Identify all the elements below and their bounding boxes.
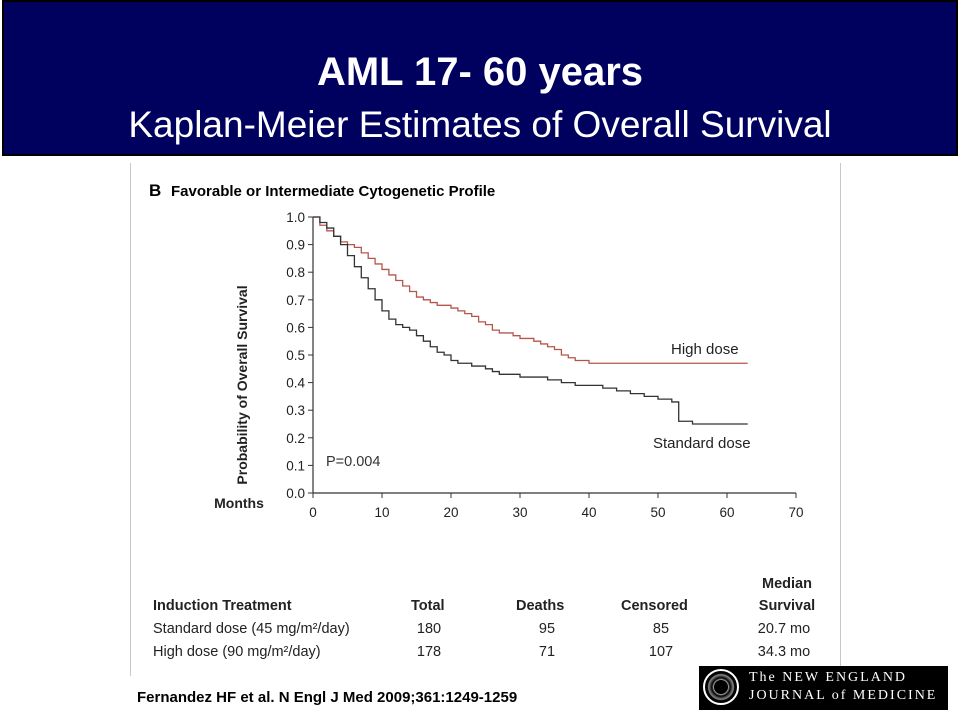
- table-header-median-line2: Survival: [759, 598, 815, 614]
- table-header-censored: Censored: [621, 598, 688, 614]
- y-tick-label: 0.3: [286, 403, 305, 418]
- table-row-high-censored: 107: [649, 644, 673, 660]
- y-tick-label: 0.5: [286, 348, 305, 363]
- logo-line2: JOURNAL of MEDICINE: [749, 688, 938, 703]
- series-label-standard-dose: Standard dose: [653, 435, 751, 452]
- table-row-standard-median: 20.7 mo: [758, 621, 810, 637]
- y-tick-label: 0.9: [286, 238, 305, 253]
- table-row-high-median: 34.3 mo: [758, 644, 810, 660]
- table-row-high-total: 178: [417, 644, 441, 660]
- table-row-high-treatment: High dose (90 mg/m²/day): [153, 644, 321, 660]
- table-header-median-line1: Median: [762, 576, 812, 592]
- chart-axes: 0.0 0.1 0.2 0.3 0.4 0.5 0.6 0.7 0.8 0.9 1.0 0 10 20 30…: [286, 210, 803, 520]
- table-row-standard-deaths: 95: [539, 621, 555, 637]
- table-header-deaths: Deaths: [516, 598, 564, 614]
- x-tick-label: 60: [719, 505, 734, 520]
- table-header-treatment: Induction Treatment: [153, 598, 292, 614]
- kaplan-meier-chart: B Favorable or Intermediate Cytogenetic …: [149, 181, 815, 660]
- y-tick-label: 0.2: [286, 431, 305, 446]
- summary-table: Induction Treatment Total Deaths Censore…: [153, 576, 815, 660]
- survival-curve-high-dose: [313, 216, 748, 364]
- x-tick-label: 0: [309, 505, 317, 520]
- journal-seal-icon: [703, 669, 739, 705]
- table-row-standard-total: 180: [417, 621, 441, 637]
- journal-logo: The NEW ENGLAND JOURNAL of MEDICINE: [699, 666, 948, 710]
- x-tick-label: 40: [581, 505, 596, 520]
- slide-subtitle: Kaplan-Meier Estimates of Overall Surviv…: [128, 104, 832, 145]
- chart-series: [313, 216, 748, 425]
- p-value-annotation: P=0.004: [326, 454, 380, 470]
- x-axis-label: Months: [214, 495, 264, 511]
- y-axis-label: Probability of Overall Survival: [234, 285, 250, 484]
- y-tick-label: 1.0: [286, 210, 305, 225]
- panel-letter: B: [149, 181, 161, 200]
- survival-figure: B Favorable or Intermediate Cytogenetic …: [130, 163, 841, 676]
- x-tick-label: 10: [374, 505, 389, 520]
- y-tick-label: 0.8: [286, 265, 305, 280]
- slide-header: AML 17- 60 years Kaplan-Meier Estimates …: [2, 0, 958, 156]
- table-row-high-deaths: 71: [539, 644, 555, 660]
- x-tick-label: 70: [788, 505, 803, 520]
- x-tick-label: 50: [650, 505, 665, 520]
- y-tick-label: 0.4: [286, 376, 305, 391]
- slide-title: AML 17- 60 years: [316, 50, 644, 94]
- panel-title: Favorable or Intermediate Cytogenetic Pr…: [171, 183, 495, 200]
- y-tick-label: 0.6: [286, 320, 305, 335]
- logo-line1: The NEW ENGLAND: [749, 670, 908, 685]
- table-row-standard-censored: 85: [653, 621, 669, 637]
- survival-curve-standard-dose: [313, 216, 748, 425]
- table-header-total: Total: [411, 598, 445, 614]
- x-tick-label: 30: [512, 505, 527, 520]
- y-tick-label: 0.7: [286, 293, 305, 308]
- table-row-standard-treatment: Standard dose (45 mg/m²/day): [153, 621, 350, 637]
- series-label-high-dose: High dose: [671, 341, 739, 358]
- citation: Fernandez HF et al. N Engl J Med 2009;36…: [137, 689, 518, 706]
- y-tick-label: 0.1: [286, 458, 305, 473]
- y-tick-label: 0.0: [286, 486, 305, 501]
- x-tick-label: 20: [443, 505, 458, 520]
